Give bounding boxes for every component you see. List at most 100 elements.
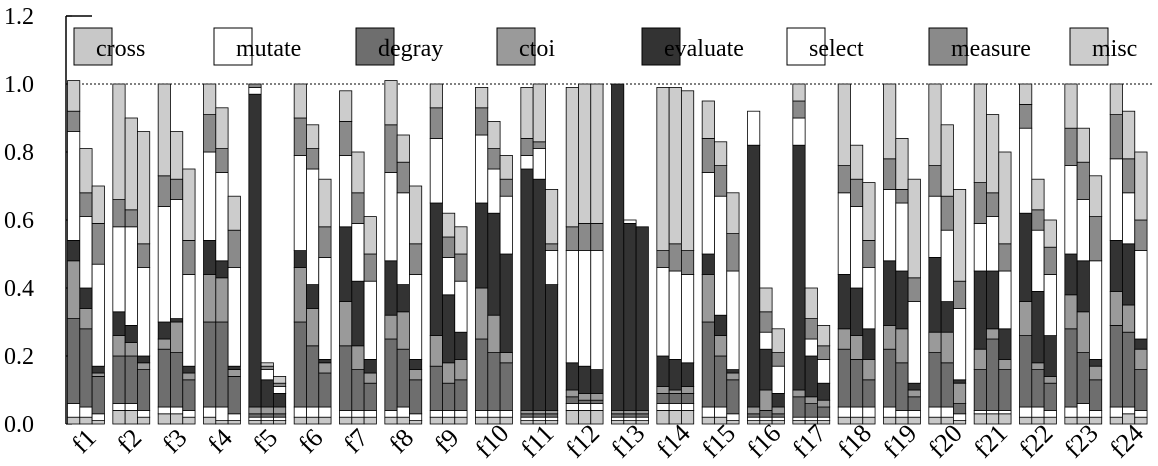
bar-segment-misc: [487, 121, 501, 150]
bar-segment-misc: [520, 87, 534, 139]
bar-segment-misc: [203, 83, 217, 116]
bar-segment-misc: [973, 83, 987, 183]
bar-segment-evaluate: [532, 178, 546, 411]
bar-segment-measure: [227, 229, 241, 268]
bar-segment-select: [714, 195, 728, 316]
bar-segment-ctoi: [792, 389, 806, 398]
bar-segment-ctoi: [351, 345, 365, 370]
bar-segment-select: [306, 168, 320, 285]
bar-segment-select: [520, 154, 534, 170]
bar-segment-evaluate: [182, 365, 196, 374]
bar-segment-select: [726, 270, 740, 370]
bar-segment-measure: [273, 382, 287, 388]
bar-segment-cross: [726, 420, 740, 425]
bar-segment-misc: [384, 80, 398, 126]
bar-segment-degray: [1134, 369, 1148, 411]
y-tick-label: 1.2: [4, 4, 34, 30]
bar-segment-ctoi: [817, 399, 831, 408]
bar-segment-ctoi: [907, 389, 921, 398]
bar-segment-select: [396, 192, 410, 286]
bar-segment-measure: [940, 195, 954, 231]
bar-segment-measure: [203, 114, 217, 153]
bar-segment-ctoi: [532, 409, 546, 415]
bar-segment-mutate: [565, 403, 579, 411]
bar-segment-degray: [384, 338, 398, 411]
bar-segment-measure: [862, 239, 876, 268]
bar-segment-select: [67, 131, 81, 241]
bar-segment-evaluate: [986, 270, 1000, 330]
bar-segment-select: [668, 270, 682, 360]
bar-segment-degray: [363, 382, 377, 411]
bar-segment-mutate: [248, 416, 262, 422]
bar-segment-measure: [590, 222, 604, 251]
bar-segment-mutate: [1064, 406, 1078, 418]
bar-segment-ctoi: [986, 328, 1000, 340]
bar-segment-measure: [1076, 161, 1090, 200]
bar-segment-ctoi: [227, 369, 241, 377]
bar-segment-evaluate: [590, 369, 604, 394]
y-axis: 0.0 0.2 0.4 0.6 0.8 1.0 1.2: [4, 4, 72, 438]
bar-segment-cross: [79, 416, 93, 425]
bar-segment-measure: [1043, 246, 1057, 275]
bar-segment-evaluate: [804, 355, 818, 398]
bar-segment-degray: [759, 409, 773, 418]
bar-segment-ctoi: [248, 406, 262, 415]
bar-segment-mutate: [215, 406, 229, 422]
bar-segment-evaluate: [771, 392, 785, 408]
bar-segment-mutate: [260, 416, 274, 422]
bar-segment-measure: [170, 178, 184, 200]
bar-segment-degray: [973, 369, 987, 411]
bar-segment-evaluate: [578, 365, 592, 394]
bar-segment-misc: [714, 141, 728, 167]
legend-label: select: [809, 36, 864, 62]
bar-segment-evaluate: [363, 358, 377, 374]
bar-segment-misc: [907, 178, 921, 279]
bar-segment-cross: [112, 409, 126, 425]
bar-segment-select: [79, 216, 93, 289]
bar-segment-ctoi: [442, 362, 456, 384]
bar-segment-misc: [227, 195, 241, 231]
bar-segment-select: [973, 222, 987, 272]
bar-segment-mutate: [1089, 409, 1103, 418]
bar-segment-misc: [1031, 178, 1045, 211]
bar-segment-evaluate: [157, 321, 171, 340]
bar-segment-degray: [635, 413, 649, 418]
bar-segment-cross: [656, 409, 670, 425]
bar-segment-measure: [532, 141, 546, 150]
bar-segment-misc: [409, 185, 423, 245]
legend-item-evaluate: evaluate: [641, 27, 744, 66]
bar-segment-evaluate: [339, 226, 353, 303]
bar-segment-ctoi: [998, 358, 1012, 370]
bar-segment-degray: [227, 375, 241, 415]
bar-segment-degray: [487, 352, 501, 411]
bar-segment-ctoi: [396, 311, 410, 350]
bar-segment-cross: [973, 413, 987, 425]
legend-item-select: select: [786, 27, 864, 66]
bar-segment-mutate: [182, 409, 196, 418]
bar-segment-mutate: [681, 403, 695, 411]
bar-segment-ctoi: [475, 287, 489, 340]
bar-segment-measure: [1089, 216, 1103, 262]
bar-segment-measure: [668, 243, 682, 272]
bar-segment-measure: [1122, 158, 1136, 194]
bar-segment-select: [681, 273, 695, 364]
bar-segment-cross: [124, 409, 138, 425]
bar-segment-mutate: [747, 416, 761, 422]
bar-segment-mutate: [273, 416, 287, 422]
bar-segment-evaluate: [883, 260, 897, 326]
bar-segment-mutate: [714, 406, 728, 418]
bar-segment-cross: [928, 416, 942, 425]
bar-segment-measure: [998, 243, 1012, 272]
bar-segment-mutate: [363, 409, 377, 418]
bar-segment-select: [998, 270, 1012, 330]
bar-segment-evaluate: [545, 284, 559, 411]
y-tick-label: 0.8: [4, 140, 34, 166]
legend-item-misc: misc: [1069, 27, 1137, 66]
bar-segment-measure: [681, 250, 695, 275]
bar-segment-misc: [137, 131, 151, 245]
bar-segment-ctoi: [1031, 362, 1045, 370]
bar-segment-evaluate: [91, 365, 105, 374]
bar-segment-misc: [260, 362, 274, 367]
bar-segment-ctoi: [895, 328, 909, 364]
